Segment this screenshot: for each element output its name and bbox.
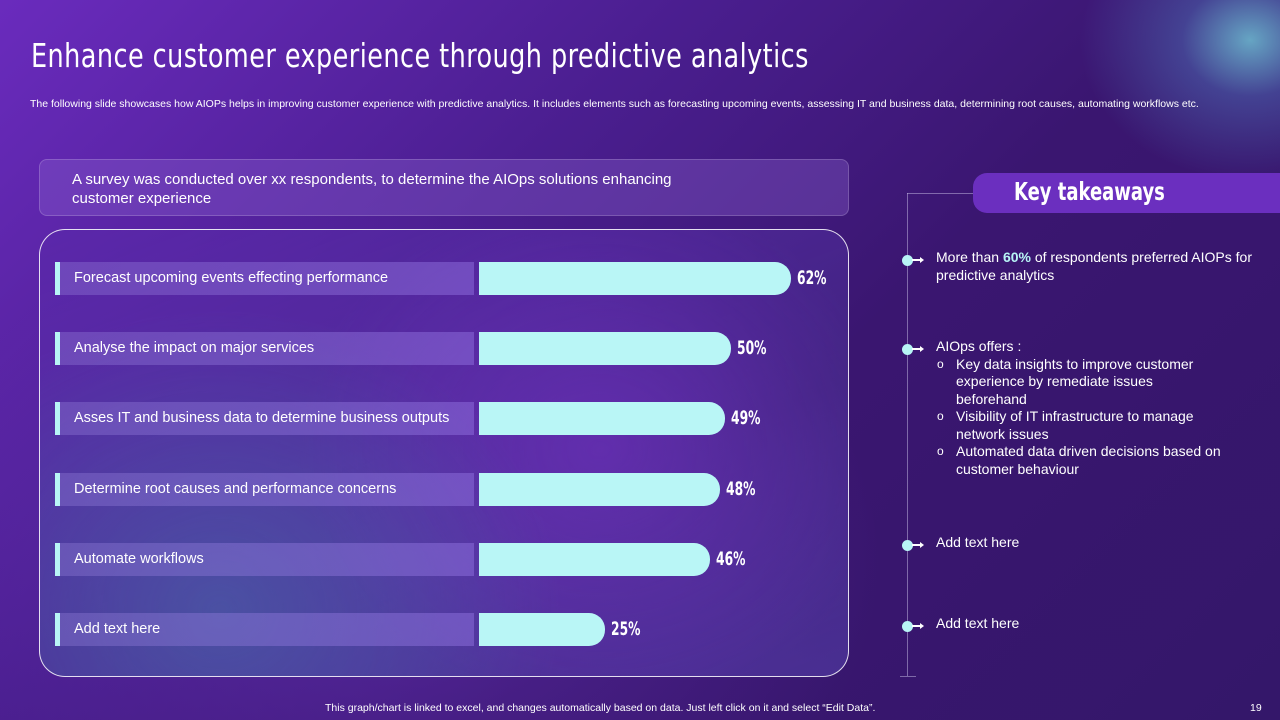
arrow-right-icon (912, 346, 924, 351)
bar-value-label: 25% (610, 618, 641, 640)
bar[interactable] (479, 262, 791, 295)
bar-category-label: Determine root causes and performance co… (55, 472, 474, 506)
takeaway-text: AIOps offers : Key data insights to impr… (936, 338, 1256, 478)
sub-bullet: Visibility of IT infrastructure to manag… (936, 408, 1226, 443)
bar-chart-panel[interactable]: Forecast upcoming events effecting perfo… (39, 229, 849, 677)
takeaway-sublist: Key data insights to improve customer ex… (936, 356, 1256, 479)
takeaway-text: Add text here (936, 615, 1020, 631)
sub-bullet: Key data insights to improve customer ex… (936, 356, 1221, 409)
bar-category-label: Forecast upcoming events effecting perfo… (55, 262, 474, 295)
takeaway-text: Add text here (936, 534, 1020, 550)
arrow-right-icon (912, 623, 924, 628)
bar-category-label: Automate workflows (55, 542, 474, 576)
bar-category-label: Asses IT and business data to determine … (55, 402, 474, 436)
takeaway-text-pre: More than (936, 249, 1003, 265)
footer-note: This graph/chart is linked to excel, and… (325, 702, 876, 714)
bar-category-label: Add text here (55, 613, 474, 646)
timeline-connector (907, 193, 973, 194)
bar-value-label: 46% (716, 547, 746, 570)
bar[interactable] (479, 332, 731, 366)
sub-bullet: Automated data driven decisions based on… (936, 443, 1246, 478)
survey-note-box: A survey was conducted over xx responden… (39, 159, 849, 216)
bullet-dot-icon (902, 255, 913, 266)
bar-value-label: 50% (736, 337, 766, 360)
key-takeaways-header: Key takeaways (973, 173, 1280, 213)
bar-category-label: Analyse the impact on major services (55, 332, 474, 366)
arrow-right-icon (912, 257, 924, 262)
bullet-dot-icon (902, 344, 913, 355)
takeaway-text: More than 60% of respondents preferred A… (936, 249, 1256, 284)
bar[interactable] (479, 402, 726, 436)
bullet-dot-icon (902, 621, 913, 632)
page-number: 19 (1250, 702, 1262, 714)
bar[interactable] (479, 613, 605, 646)
takeaway-intro: AIOps offers : (936, 338, 1022, 354)
timeline-end (900, 676, 916, 677)
survey-note-text: A survey was conducted over xx responden… (72, 171, 672, 207)
bar-value-label: 62% (796, 267, 827, 289)
bar[interactable] (479, 472, 721, 506)
slide-subtitle: The following slide showcases how AIOPs … (30, 98, 1199, 110)
takeaway-highlight: 60% (1002, 249, 1031, 265)
takeaway-text-post: of respondents preferred AIOPs for predi… (936, 249, 1252, 283)
timeline-line (907, 193, 908, 676)
slide-title: Enhance customer experience through pred… (31, 36, 809, 75)
bar[interactable] (479, 542, 711, 576)
bar-value-label: 49% (731, 407, 761, 430)
arrow-right-icon (912, 542, 924, 547)
bullet-dot-icon (902, 540, 913, 551)
key-takeaways-title: Key takeaways (1014, 177, 1165, 206)
bar-value-label: 48% (726, 477, 756, 500)
